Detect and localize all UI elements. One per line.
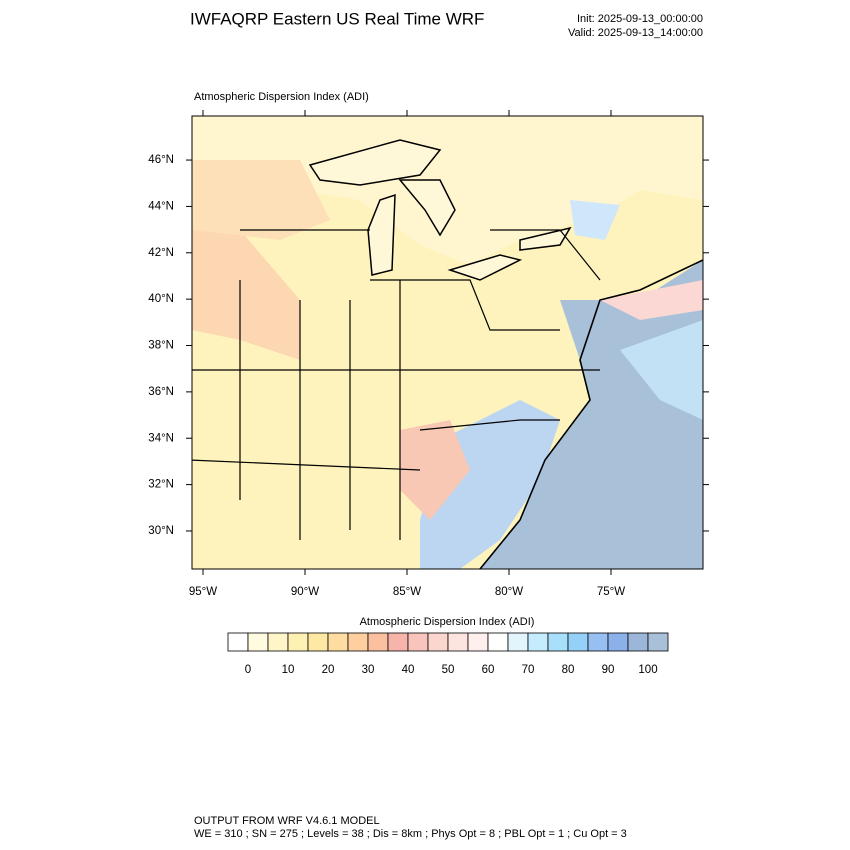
y-tick-label: 32°N: [148, 479, 174, 491]
colorbar-label: 100: [638, 664, 657, 676]
colorbar-box: [527, 632, 549, 652]
colorbar-box: [287, 632, 309, 652]
x-tick-label: 75°W: [597, 586, 625, 598]
colorbar-label: 90: [602, 664, 615, 676]
valid-time: Valid: 2025-09-13_14:00:00: [568, 27, 703, 39]
y-tick-label: 46°N: [148, 154, 174, 166]
footer-line: WE = 310 ; SN = 275 ; Levels = 38 ; Dis …: [194, 828, 627, 840]
colorbar-label: 50: [442, 664, 455, 676]
colorbar-box: [387, 632, 409, 652]
y-tick-label: 36°N: [148, 386, 174, 398]
y-tick-label: 40°N: [148, 293, 174, 305]
map-subtitle: Atmospheric Dispersion Index (ADI): [194, 91, 369, 103]
x-tick-label: 90°W: [291, 586, 319, 598]
map-frame: [191, 115, 704, 570]
colorbar-box: [567, 632, 589, 652]
colorbar-box: [367, 632, 389, 652]
y-tick-label: 44°N: [148, 200, 174, 212]
colorbar-label: 60: [482, 664, 495, 676]
colorbar-box: [607, 632, 629, 652]
colorbar-box: [227, 632, 249, 652]
colorbar-box: [407, 632, 429, 652]
x-tick-label: 80°W: [495, 586, 523, 598]
colorbar-label: 20: [322, 664, 335, 676]
title: IWFAQRP Eastern US Real Time WRF: [190, 9, 484, 28]
colorbar-label: 30: [362, 664, 375, 676]
footer-line: OUTPUT FROM WRF V4.6.1 MODEL: [194, 815, 380, 827]
colorbar-box: [547, 632, 569, 652]
x-tick-label: 85°W: [393, 586, 421, 598]
colorbar-label: 40: [402, 664, 415, 676]
colorbar-box: [347, 632, 369, 652]
y-tick-label: 38°N: [148, 340, 174, 352]
colorbar-box: [327, 632, 349, 652]
init-time: Init: 2025-09-13_00:00:00: [577, 13, 703, 25]
y-tick-label: 42°N: [148, 247, 174, 259]
colorbar-label: 80: [562, 664, 575, 676]
colorbar-box: [447, 632, 469, 652]
colorbar-box: [247, 632, 269, 652]
colorbar-box: [427, 632, 449, 652]
y-tick-label: 30°N: [148, 525, 174, 537]
map-field: [192, 116, 703, 569]
colorbar-label: 10: [282, 664, 295, 676]
colorbar-label: 70: [522, 664, 535, 676]
x-tick-label: 95°W: [189, 586, 217, 598]
colorbar-box: [507, 632, 529, 652]
colorbar-label: 0: [245, 664, 251, 676]
colorbar-box: [267, 632, 289, 652]
colorbar-title: Atmospheric Dispersion Index (ADI): [360, 616, 535, 628]
colorbar-box: [647, 632, 669, 652]
colorbar-box: [467, 632, 489, 652]
colorbar-box: [307, 632, 329, 652]
colorbar-box: [587, 632, 609, 652]
y-tick-label: 34°N: [148, 432, 174, 444]
colorbar-box: [627, 632, 649, 652]
colorbar-box: [487, 632, 509, 652]
